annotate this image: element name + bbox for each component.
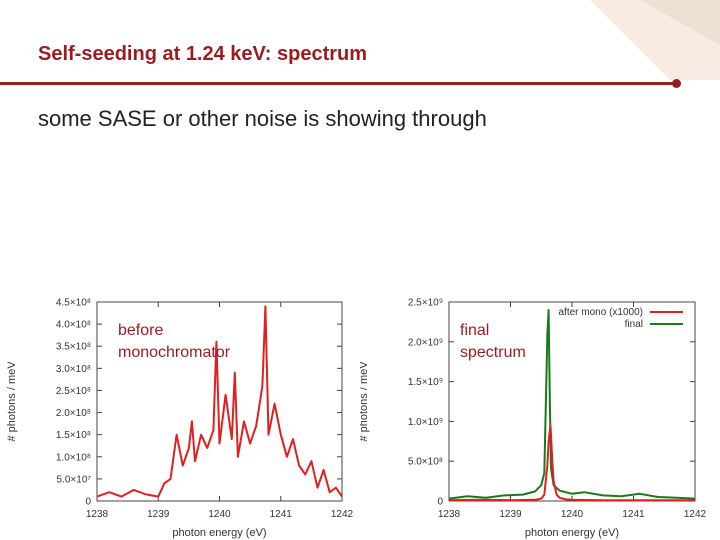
x-tick-label: 1242 — [684, 509, 707, 520]
y-tick-label: 3.0×10⁸ — [56, 364, 91, 375]
y-tick-label: 4.0×10⁸ — [56, 320, 91, 331]
x-tick-label: 1239 — [147, 509, 170, 520]
x-tick-label: 1240 — [208, 509, 231, 520]
x-tick-label: 1238 — [438, 509, 461, 520]
chart-annotation: spectrum — [460, 344, 526, 361]
y-tick-label: 1.5×10⁸ — [56, 430, 91, 441]
y-tick-label: 2.5×10⁸ — [56, 386, 91, 397]
x-tick-label: 1239 — [499, 509, 522, 520]
y-axis-label: # photons / meV — [360, 361, 370, 442]
y-tick-label: 4.5×10⁸ — [56, 298, 91, 309]
y-tick-label: 1.0×10⁹ — [408, 417, 443, 428]
series-line — [448, 424, 695, 502]
chart-annotation: final — [460, 322, 489, 339]
chart-final-spectrum: 0 5.0×10⁸ 1.0×10⁹ 1.5×10⁹ 2.0×10⁹ 2.5×10⁹ 1238… — [360, 290, 720, 540]
y-tick-label: 5.0×10⁸ — [408, 457, 443, 468]
y-tick-label: 2.0×10⁹ — [408, 337, 443, 348]
slide-title: Self-seeding at 1.24 keV: spectrum — [38, 43, 368, 65]
series-line — [96, 305, 343, 498]
corner-decoration — [590, 0, 720, 80]
y-tick-label: 1.5×10⁹ — [408, 377, 443, 388]
y-axis-label: # photons / meV — [6, 361, 18, 442]
y-tick-label: 3.5×10⁸ — [56, 342, 91, 353]
x-tick-label: 1242 — [331, 509, 354, 520]
chart-annotation: before — [118, 322, 163, 339]
x-tick-label: 1241 — [622, 509, 645, 520]
title-underline-dot — [672, 79, 681, 88]
x-tick-label: 1241 — [270, 509, 293, 520]
legend-label: final — [625, 319, 643, 330]
y-tick-label: 5.0×10⁷ — [57, 474, 92, 485]
x-axis-label: photon energy (eV) — [525, 527, 619, 539]
y-tick-label: 2.0×10⁸ — [56, 408, 91, 419]
x-tick-label: 1238 — [86, 509, 109, 520]
x-axis-label: photon energy (eV) — [172, 527, 266, 539]
chart-before-monochromator: 0 5.0×10⁷ 1.0×10⁸ 1.5×10⁸ 2.0×10⁸ 2.5×10⁸ 3.0×… — [0, 290, 360, 540]
y-tick-label: 1.0×10⁸ — [56, 452, 91, 463]
y-tick-label: 0 — [85, 497, 91, 508]
title-underline — [0, 82, 676, 85]
chart-final-svg: 0 5.0×10⁸ 1.0×10⁹ 1.5×10⁹ 2.0×10⁹ 2.5×10⁹ 1238… — [360, 298, 707, 540]
chart-annotation: monochromator — [118, 344, 231, 361]
slide-subtitle: some SASE or other noise is showing thro… — [38, 106, 487, 131]
y-tick-label: 0 — [437, 497, 443, 508]
chart-before-svg: 0 5.0×10⁷ 1.0×10⁸ 1.5×10⁸ 2.0×10⁸ 2.5×10⁸ 3.0×… — [6, 298, 354, 540]
x-tick-label: 1240 — [561, 509, 584, 520]
y-tick-label: 2.5×10⁹ — [408, 298, 443, 309]
legend-label: after mono (x1000) — [559, 307, 644, 318]
